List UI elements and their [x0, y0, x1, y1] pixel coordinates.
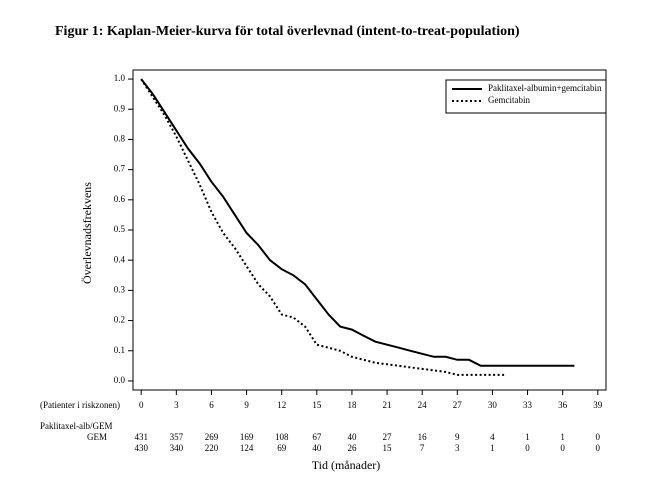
plot-frame — [132, 69, 607, 391]
risk-table-label: (Patienter i riskzonen) — [40, 400, 120, 410]
y-tick-label: 0.8 — [114, 133, 126, 143]
y-tick-label: 1.0 — [114, 73, 126, 83]
risk-count: 124 — [240, 443, 254, 453]
risk-count: 40 — [347, 432, 357, 442]
x-tick-label: 36 — [558, 400, 568, 410]
y-tick-label: 0.9 — [114, 103, 126, 113]
risk-count: 0 — [525, 443, 530, 453]
x-tick-label: 24 — [418, 400, 428, 410]
legend-box — [445, 79, 607, 114]
risk-count: 40 — [312, 443, 322, 453]
x-axis-label: Tid (månader) — [312, 458, 381, 472]
risk-count: 431 — [134, 432, 148, 442]
x-tick-label: 6 — [209, 400, 214, 410]
risk-count: 69 — [277, 443, 287, 453]
risk-count: 357 — [170, 432, 184, 442]
risk-count: 169 — [240, 432, 254, 442]
y-tick-label: 0.5 — [114, 224, 126, 234]
risk-count: 67 — [312, 432, 322, 442]
risk-count: 7 — [420, 443, 425, 453]
y-tick-label: 0.3 — [114, 284, 126, 294]
risk-count: 108 — [275, 432, 289, 442]
risk-count: 269 — [205, 432, 219, 442]
y-tick-label: 0.4 — [114, 254, 126, 264]
x-tick-label: 9 — [244, 400, 249, 410]
legend-label: Paklitaxel-albumin+gemcitabin — [488, 83, 602, 93]
x-tick-label: 18 — [347, 400, 357, 410]
survival-curve — [140, 78, 505, 376]
risk-count: 340 — [170, 443, 184, 453]
y-axis-label: Överlevnadsfrekvens — [80, 182, 94, 284]
risk-count: 4 — [490, 432, 495, 442]
x-tick-label: 12 — [277, 400, 286, 410]
risk-count: 0 — [560, 443, 565, 453]
risk-count: 15 — [383, 443, 393, 453]
risk-count: 1 — [525, 432, 530, 442]
chart-title: Figur 1: Kaplan-Meier-kurva för total öv… — [55, 24, 520, 39]
y-tick-label: 0.2 — [114, 315, 125, 325]
risk-row-label: Paklitaxel-alb/GEM — [40, 421, 112, 431]
y-tick-label: 0.0 — [114, 375, 126, 385]
x-tick-label: 3 — [174, 400, 179, 410]
y-tick-label: 0.1 — [114, 345, 125, 355]
risk-count: 3 — [455, 443, 460, 453]
x-tick-label: 15 — [312, 400, 322, 410]
y-tick-label: 0.6 — [114, 194, 126, 204]
risk-count: 0 — [596, 432, 601, 442]
risk-count: 27 — [383, 432, 393, 442]
legend-label: Gemcitabin — [488, 95, 530, 105]
y-tick-label: 0.7 — [114, 164, 126, 174]
risk-count: 16 — [418, 432, 428, 442]
x-tick-label: 0 — [139, 400, 144, 410]
x-tick-label: 27 — [453, 400, 463, 410]
risk-count: 1 — [490, 443, 495, 453]
risk-row-label: GEM — [87, 432, 107, 442]
risk-count: 220 — [205, 443, 219, 453]
risk-count: 26 — [347, 443, 357, 453]
x-tick-label: 30 — [488, 400, 498, 410]
x-tick-label: 33 — [523, 400, 533, 410]
risk-count: 9 — [455, 432, 460, 442]
survival-curve — [140, 78, 575, 367]
x-tick-label: 39 — [593, 400, 603, 410]
risk-count: 0 — [596, 443, 601, 453]
risk-count: 430 — [134, 443, 148, 453]
risk-count: 1 — [560, 432, 565, 442]
x-tick-label: 21 — [383, 400, 392, 410]
